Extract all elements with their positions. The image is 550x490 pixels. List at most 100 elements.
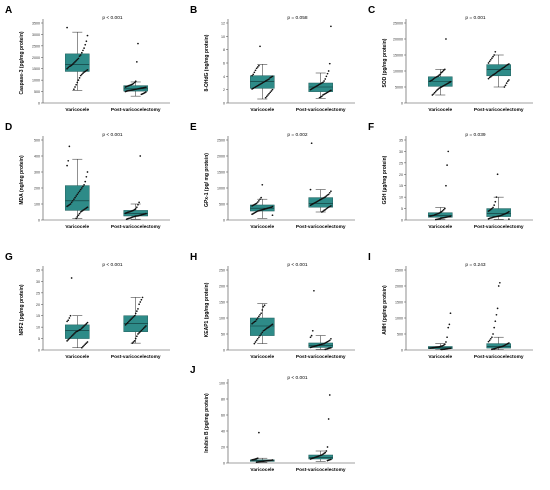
data-point <box>253 320 256 323</box>
y-tick-label: 500 <box>34 139 40 143</box>
data-point <box>133 314 136 317</box>
data-point <box>505 82 508 85</box>
data-point <box>494 320 497 323</box>
data-point <box>132 341 135 343</box>
y-tick-label: 100 <box>219 317 225 321</box>
y-tick-label: 20 <box>399 173 403 177</box>
data-point <box>262 305 265 308</box>
y-tick-label: 2000 <box>395 285 403 289</box>
data-point <box>265 327 268 330</box>
y-tick-label: 10 <box>399 196 403 200</box>
data-point <box>84 324 87 326</box>
data-point <box>85 342 88 344</box>
y-tick-label: 10 <box>221 35 225 39</box>
data-point <box>134 80 137 83</box>
data-point <box>67 338 70 341</box>
data-point <box>78 77 81 79</box>
category-label: Varicocele <box>428 107 452 113</box>
data-point <box>310 142 313 145</box>
data-point <box>437 88 439 91</box>
data-point <box>309 204 312 207</box>
y-tick-label: 50 <box>221 333 225 337</box>
data-point <box>86 171 89 173</box>
y-tick-label: 3000 <box>32 33 40 37</box>
panel-letter: F <box>368 122 375 133</box>
data-point <box>76 58 79 61</box>
data-point <box>68 65 71 68</box>
panel-letter: E <box>190 122 197 133</box>
data-point <box>448 323 451 326</box>
p-value: p < 0.001 <box>102 132 122 138</box>
data-point <box>255 318 258 321</box>
data-point <box>71 334 74 336</box>
data-point <box>318 96 321 99</box>
data-point <box>434 90 437 93</box>
data-point <box>264 328 267 331</box>
category-label: Varicocele <box>428 224 452 230</box>
data-point <box>506 80 509 83</box>
y-tick-label: 2500 <box>217 139 225 143</box>
y-tick-label: 200 <box>219 285 225 289</box>
panel-e: E 0 500 1000 1500 2000 2500 GPx-1 (pg/ mg prote… <box>190 122 365 240</box>
y-tick-label: 100 <box>34 203 40 207</box>
y-tick-label: 1000 <box>32 79 40 83</box>
y-tick-label: 0 <box>38 219 40 223</box>
box <box>65 53 90 72</box>
data-point <box>131 317 134 319</box>
data-point <box>440 348 443 351</box>
data-point <box>86 34 89 37</box>
data-point <box>135 206 138 209</box>
data-point <box>496 70 499 73</box>
category-label: Varicocele <box>250 354 274 360</box>
box <box>123 85 148 92</box>
data-point <box>138 303 140 306</box>
data-point <box>139 301 142 303</box>
y-tick-label: 500 <box>219 203 225 207</box>
plot-svg: 0 100 200 300 400 500 MDA (ng/mg protein) p < 0… <box>19 132 170 230</box>
category-label: Post-varicocelectomy <box>296 224 346 230</box>
y-axis-label: GSH (µg/mg protein) <box>382 155 388 204</box>
data-point <box>442 69 445 72</box>
data-point <box>441 210 444 212</box>
data-point <box>79 54 82 56</box>
data-point <box>326 194 329 196</box>
data-point <box>491 207 493 210</box>
data-point <box>491 57 493 60</box>
category-label: Varicocele <box>65 107 89 113</box>
data-point <box>254 69 257 72</box>
data-point <box>494 50 497 53</box>
data-point <box>143 326 146 328</box>
y-tick-label: 0 <box>401 349 403 353</box>
data-point <box>82 345 84 348</box>
y-axis-label: KEAP1 (pg/mg protein) <box>204 282 210 337</box>
y-tick-label: 5000 <box>395 86 403 90</box>
data-point <box>493 326 496 329</box>
data-point <box>269 76 272 79</box>
data-point <box>309 188 312 191</box>
y-tick-label: 4 <box>223 75 225 79</box>
category-label: Post-varicocelectomy <box>296 107 346 113</box>
data-point <box>83 183 85 186</box>
data-point <box>438 74 441 77</box>
y-tick-label: 2 <box>223 88 225 92</box>
data-point <box>449 312 452 315</box>
panel-b: B 0 2 4 6 8 10 12 8-OHdG (ng/mg protein) p = 0.05… <box>190 5 365 123</box>
data-point <box>326 446 329 448</box>
y-tick-label: 0 <box>38 102 40 106</box>
data-point <box>75 195 78 197</box>
y-tick-label: 1500 <box>32 67 40 71</box>
y-tick-label: 15 <box>399 184 403 188</box>
category-label: Varicocele <box>250 467 274 473</box>
data-point <box>140 329 143 332</box>
data-point <box>135 310 138 312</box>
data-point <box>309 88 312 91</box>
data-point <box>504 65 507 68</box>
y-tick-label: 15000 <box>393 54 403 58</box>
y-tick-label: 0 <box>223 462 225 466</box>
data-point <box>495 196 498 198</box>
y-tick-label: 25 <box>399 161 403 165</box>
plot-svg: 0 5 10 15 20 25 30 35 NRF2 (pg/mg protein) p < 0.… <box>19 262 170 360</box>
data-point <box>488 76 491 79</box>
data-point <box>251 458 253 461</box>
data-point <box>142 327 145 330</box>
